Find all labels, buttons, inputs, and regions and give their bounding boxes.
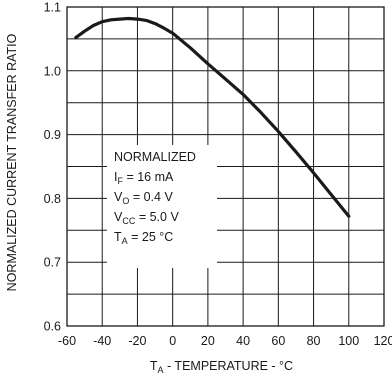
annotation-line: TA = 25 °C [114, 230, 173, 246]
annotation-line: IF = 16 mA [114, 170, 174, 186]
annotation-line: VCC = 5.0 V [114, 210, 179, 226]
x-tick-label: 100 [338, 334, 359, 348]
ctr-curve [74, 16, 351, 218]
x-tick-label: -40 [93, 334, 111, 348]
x-axis-label-sub: A [158, 365, 164, 375]
x-tick-label: 120 [374, 334, 392, 348]
annotation-line: VO = 0.4 V [114, 190, 173, 206]
tick-labels: -60 -40 -20 0 20 40 60 80 100 120 0.6 0.7 0.8 0.9 1.0 1… [44, 1, 392, 349]
y-tick-label: 0.6 [44, 320, 61, 334]
y-axis-label: NORMALIZED CURRENT TRANSFER RATIO [5, 33, 19, 291]
y-tick-label: 1.0 [44, 64, 61, 78]
grid [67, 7, 384, 326]
y-tick-label: 1.1 [44, 1, 61, 15]
x-tick-label: -20 [128, 334, 146, 348]
conditions-annotation: NORMALIZED IF = 16 mA VO = 0.4 V VCC = 5.0 … [114, 150, 196, 246]
x-tick-label: 0 [169, 334, 176, 348]
series-layer [74, 16, 351, 218]
annotation-line: NORMALIZED [114, 150, 196, 164]
axis-titles: NORMALIZED CURRENT TRANSFER RATIO TA - T… [5, 33, 293, 375]
x-axis-label-rest: - TEMPERATURE - °C [164, 359, 294, 373]
x-tick-label: -60 [58, 334, 76, 348]
x-tick-label: 60 [271, 334, 285, 348]
y-tick-label: 0.9 [44, 128, 61, 142]
x-axis-label: TA - TEMPERATURE - °C [150, 359, 293, 375]
plot-frame [66, 6, 385, 327]
x-axis-label-main: T [150, 359, 158, 373]
y-tick-label: 0.7 [44, 256, 61, 270]
x-tick-label: 80 [307, 334, 321, 348]
x-tick-label: 40 [236, 334, 250, 348]
y-tick-label: 0.8 [44, 192, 61, 206]
x-tick-label: 20 [201, 334, 215, 348]
